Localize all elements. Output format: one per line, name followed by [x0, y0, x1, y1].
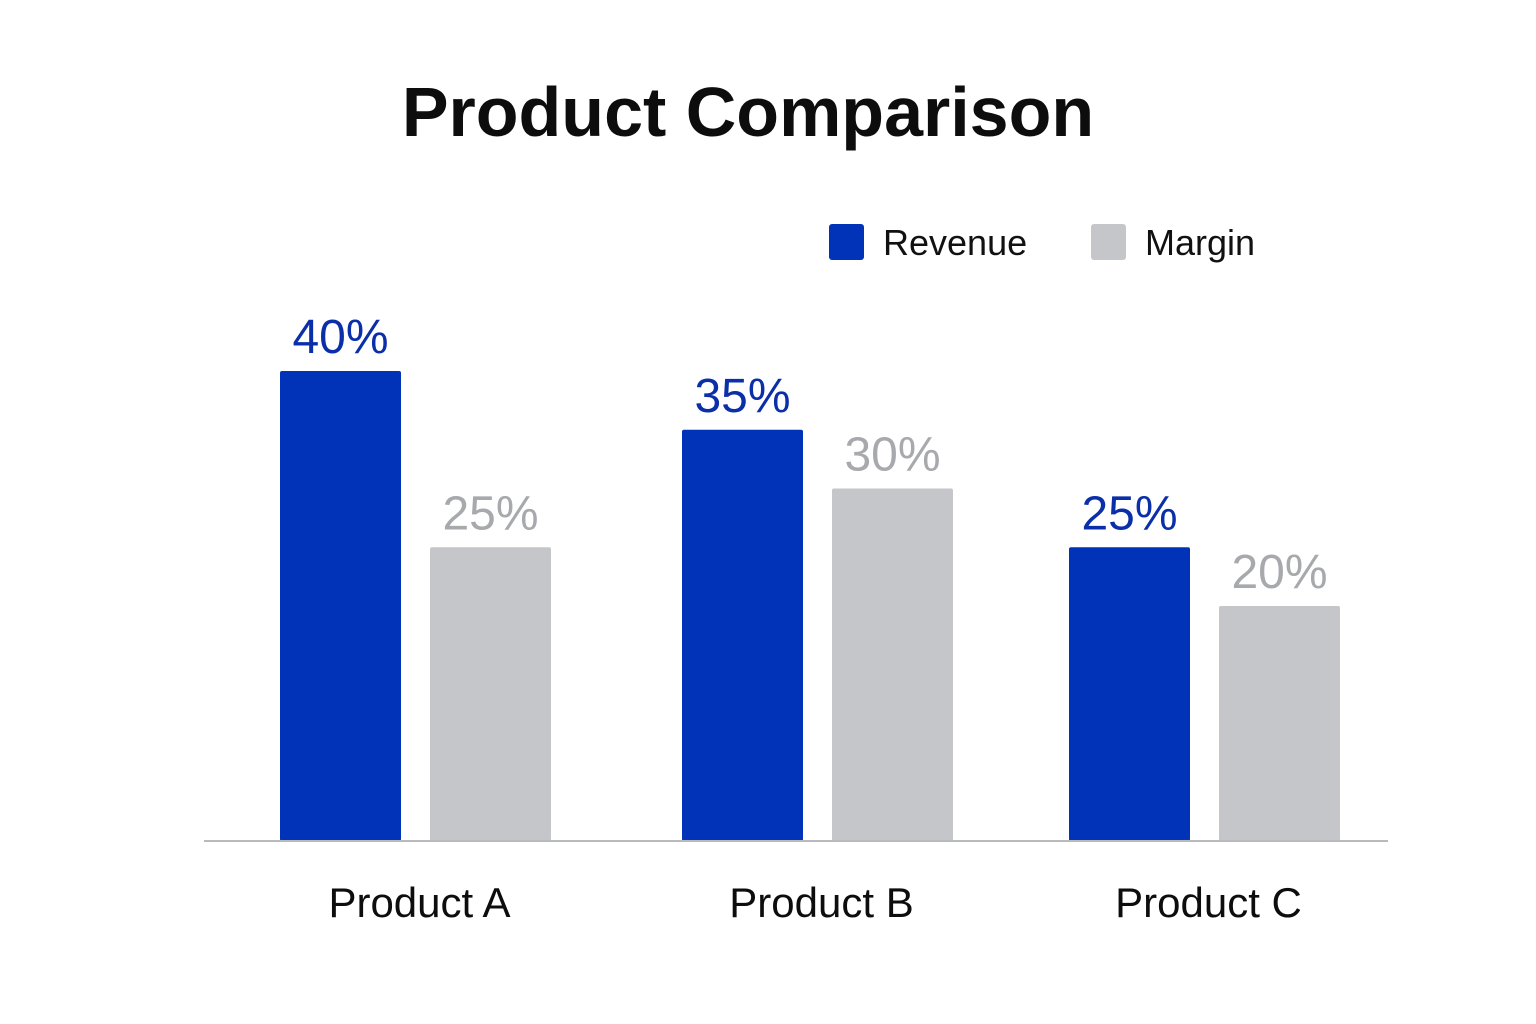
legend-label-margin: Margin — [1145, 222, 1255, 263]
value-label-revenue-product-a: 40% — [292, 311, 388, 364]
category-label-product-b: Product B — [729, 879, 913, 926]
legend: Revenue Margin — [829, 222, 1255, 263]
bar-margin-product-b — [832, 488, 953, 841]
category-label-product-c: Product C — [1115, 879, 1302, 926]
value-label-revenue-product-c: 25% — [1081, 487, 1177, 540]
legend-swatch-margin — [1091, 224, 1126, 260]
bar-margin-product-c — [1219, 606, 1340, 841]
value-label-margin-product-c: 20% — [1231, 546, 1327, 599]
legend-label-revenue: Revenue — [883, 222, 1027, 263]
legend-swatch-revenue — [829, 224, 864, 260]
value-label-revenue-product-b: 35% — [694, 370, 790, 423]
chart-title: Product Comparison — [401, 73, 1095, 151]
bar-revenue-product-c — [1069, 547, 1190, 841]
value-label-margin-product-b: 30% — [844, 429, 940, 482]
bar-revenue-product-a — [280, 371, 401, 841]
bar-margin-product-a — [430, 547, 551, 841]
category-label-product-a: Product A — [328, 879, 510, 926]
value-label-margin-product-a: 25% — [442, 487, 538, 540]
bar-revenue-product-b — [682, 429, 803, 841]
category-labels-group: Product A Product B Product C — [328, 879, 1301, 926]
value-labels-group: 40% 25% 35% 30% 25% 20% — [292, 311, 1327, 599]
bars-group — [280, 371, 1340, 841]
